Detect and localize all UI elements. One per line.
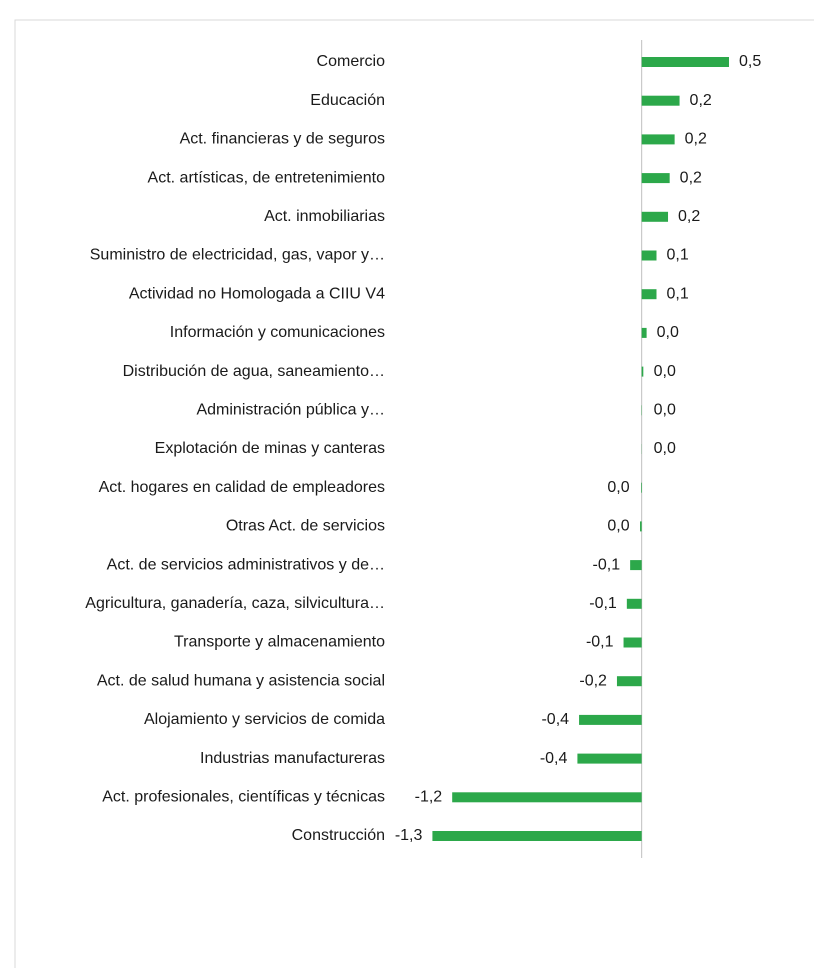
- value-label: 0,0: [654, 440, 676, 457]
- value-label: -0,1: [586, 634, 614, 651]
- bar: [641, 95, 680, 106]
- value-label: -1,2: [415, 789, 443, 806]
- category-label: Educación: [310, 92, 385, 109]
- value-label: 0,1: [666, 285, 688, 302]
- value-label: 0,5: [739, 53, 761, 70]
- bar: [577, 753, 642, 764]
- bar: [641, 211, 669, 222]
- bar: [641, 289, 657, 300]
- bar: [579, 714, 642, 725]
- category-label: Administración pública y…: [196, 402, 385, 419]
- bar: [640, 521, 642, 532]
- value-label: 0,0: [654, 363, 676, 380]
- category-label: Transporte y almacenamiento: [174, 634, 385, 651]
- bar: [641, 327, 647, 338]
- bar: [641, 482, 642, 493]
- bar: [452, 792, 642, 803]
- category-label: Act. artísticas, de entretenimiento: [148, 169, 386, 186]
- category-label: Act. de servicios administrativos y de…: [107, 556, 385, 573]
- bar: [641, 134, 675, 145]
- value-label: -0,1: [593, 556, 621, 573]
- category-label: Act. profesionales, científicas y técnic…: [102, 789, 385, 806]
- value-label: 0,0: [654, 402, 676, 419]
- category-label: Act. de salud humana y asistencia social: [97, 672, 385, 689]
- bar: [630, 560, 642, 571]
- bar: [641, 173, 670, 184]
- value-label: -0,4: [540, 750, 568, 767]
- category-label: Act. financieras y de seguros: [180, 131, 385, 148]
- value-label: -1,3: [395, 827, 423, 844]
- category-label: Actividad no Homologada a CIIU V4: [129, 285, 385, 302]
- value-label: 0,1: [666, 247, 688, 264]
- bar: [641, 366, 644, 377]
- bar: [641, 250, 657, 261]
- value-label: 0,0: [607, 518, 629, 535]
- value-label: 0,2: [690, 92, 712, 109]
- value-label: -0,4: [541, 711, 569, 728]
- bar: [623, 637, 642, 648]
- value-label: 0,2: [685, 131, 707, 148]
- bar: [626, 598, 642, 609]
- category-label: Construcción: [292, 827, 385, 844]
- chart-frame: [14, 19, 814, 968]
- category-label: Comercio: [317, 53, 386, 70]
- category-label: Explotación de minas y canteras: [155, 440, 385, 457]
- value-label: -0,1: [589, 595, 617, 612]
- value-label: 0,2: [678, 208, 700, 225]
- category-label: Otras Act. de servicios: [226, 518, 385, 535]
- category-label: Distribución de agua, saneamiento…: [123, 363, 385, 380]
- category-label: Alojamiento y servicios de comida: [144, 711, 385, 728]
- category-label: Agricultura, ganadería, caza, silvicultu…: [85, 595, 385, 612]
- value-label: -0,2: [579, 672, 607, 689]
- category-label: Act. inmobiliarias: [264, 208, 385, 225]
- bar: [616, 676, 642, 687]
- category-label: Suministro de electricidad, gas, vapor y…: [90, 247, 385, 264]
- category-label: Industrias manufactureras: [200, 750, 385, 767]
- value-label: 0,2: [680, 169, 702, 186]
- value-label: 0,0: [657, 324, 679, 341]
- category-label: Información y comunicaciones: [170, 324, 385, 341]
- value-label: 0,0: [607, 479, 629, 496]
- bar: [641, 57, 729, 67]
- category-label: Act. hogares en calidad de empleadores: [99, 479, 385, 496]
- bar: [432, 831, 642, 841]
